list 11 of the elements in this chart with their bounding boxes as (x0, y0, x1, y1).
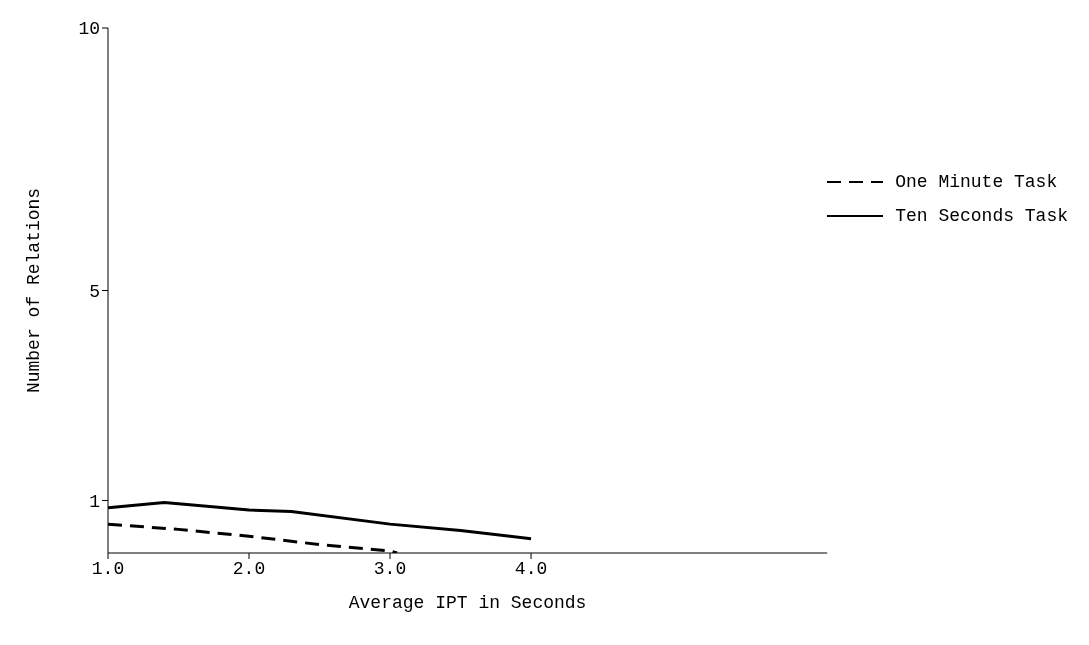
y-axis-title: Number of Relations (24, 187, 45, 394)
y-tick-label: 5 (89, 281, 100, 302)
x-tick-label: 2.0 (232, 558, 266, 579)
x-tick-label: 3.0 (373, 558, 407, 579)
x-tick-label: 4.0 (514, 558, 548, 579)
x-axis-title: Average IPT in Seconds (348, 593, 587, 613)
y-tick-label: 1 (89, 491, 100, 512)
legend-label: Ten Seconds Task (895, 206, 1068, 226)
x-tick-label: 1.0 (91, 558, 125, 579)
y-tick-label: 10 (78, 19, 100, 40)
legend-label: One Minute Task (895, 172, 1058, 192)
